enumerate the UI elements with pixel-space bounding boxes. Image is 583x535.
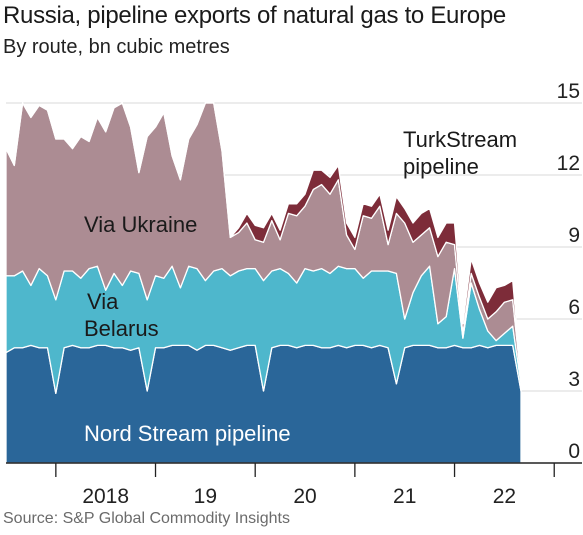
annotation-via-belarus-line1: Via bbox=[87, 289, 119, 314]
area-series bbox=[5, 102, 522, 464]
annotation-turkstream-line2: pipeline bbox=[403, 154, 479, 179]
x-tick-label-20: 20 bbox=[293, 485, 316, 508]
annotation-via-ukraine: Via Ukraine bbox=[84, 212, 197, 237]
chart-source: Source: S&P Global Commodity Insights bbox=[3, 510, 290, 527]
area-turkstream-pipeline bbox=[5, 102, 522, 380]
y-tick-label-6: 6 bbox=[568, 296, 580, 319]
annotation-nord-stream: Nord Stream pipeline bbox=[84, 421, 291, 446]
chart-subtitle: By route, bn cubic metres bbox=[3, 36, 230, 58]
x-tick-label-21: 21 bbox=[393, 485, 416, 508]
y-tick-label-9: 9 bbox=[568, 224, 580, 247]
y-tick-label-12: 12 bbox=[557, 152, 580, 175]
x-tick-label-22: 22 bbox=[493, 485, 516, 508]
y-axis-tick-labels: 0 3 6 9 12 15 bbox=[557, 80, 580, 463]
y-tick-label-3: 3 bbox=[568, 368, 580, 391]
x-tick-label-2018: 2018 bbox=[82, 485, 129, 508]
y-tick-label-0: 0 bbox=[568, 440, 580, 463]
chart-title: Russia, pipeline exports of natural gas … bbox=[3, 2, 506, 29]
annotation-via-belarus-line2: Belarus bbox=[84, 316, 159, 341]
x-axis: 2018 19 20 21 22 bbox=[6, 462, 582, 508]
series-annotations: TurkStream pipeline Via Ukraine Via Bela… bbox=[84, 127, 517, 446]
x-tick-label-19: 19 bbox=[194, 485, 217, 508]
annotation-turkstream-line1: TurkStream bbox=[403, 127, 517, 152]
y-tick-label-15: 15 bbox=[557, 80, 580, 103]
